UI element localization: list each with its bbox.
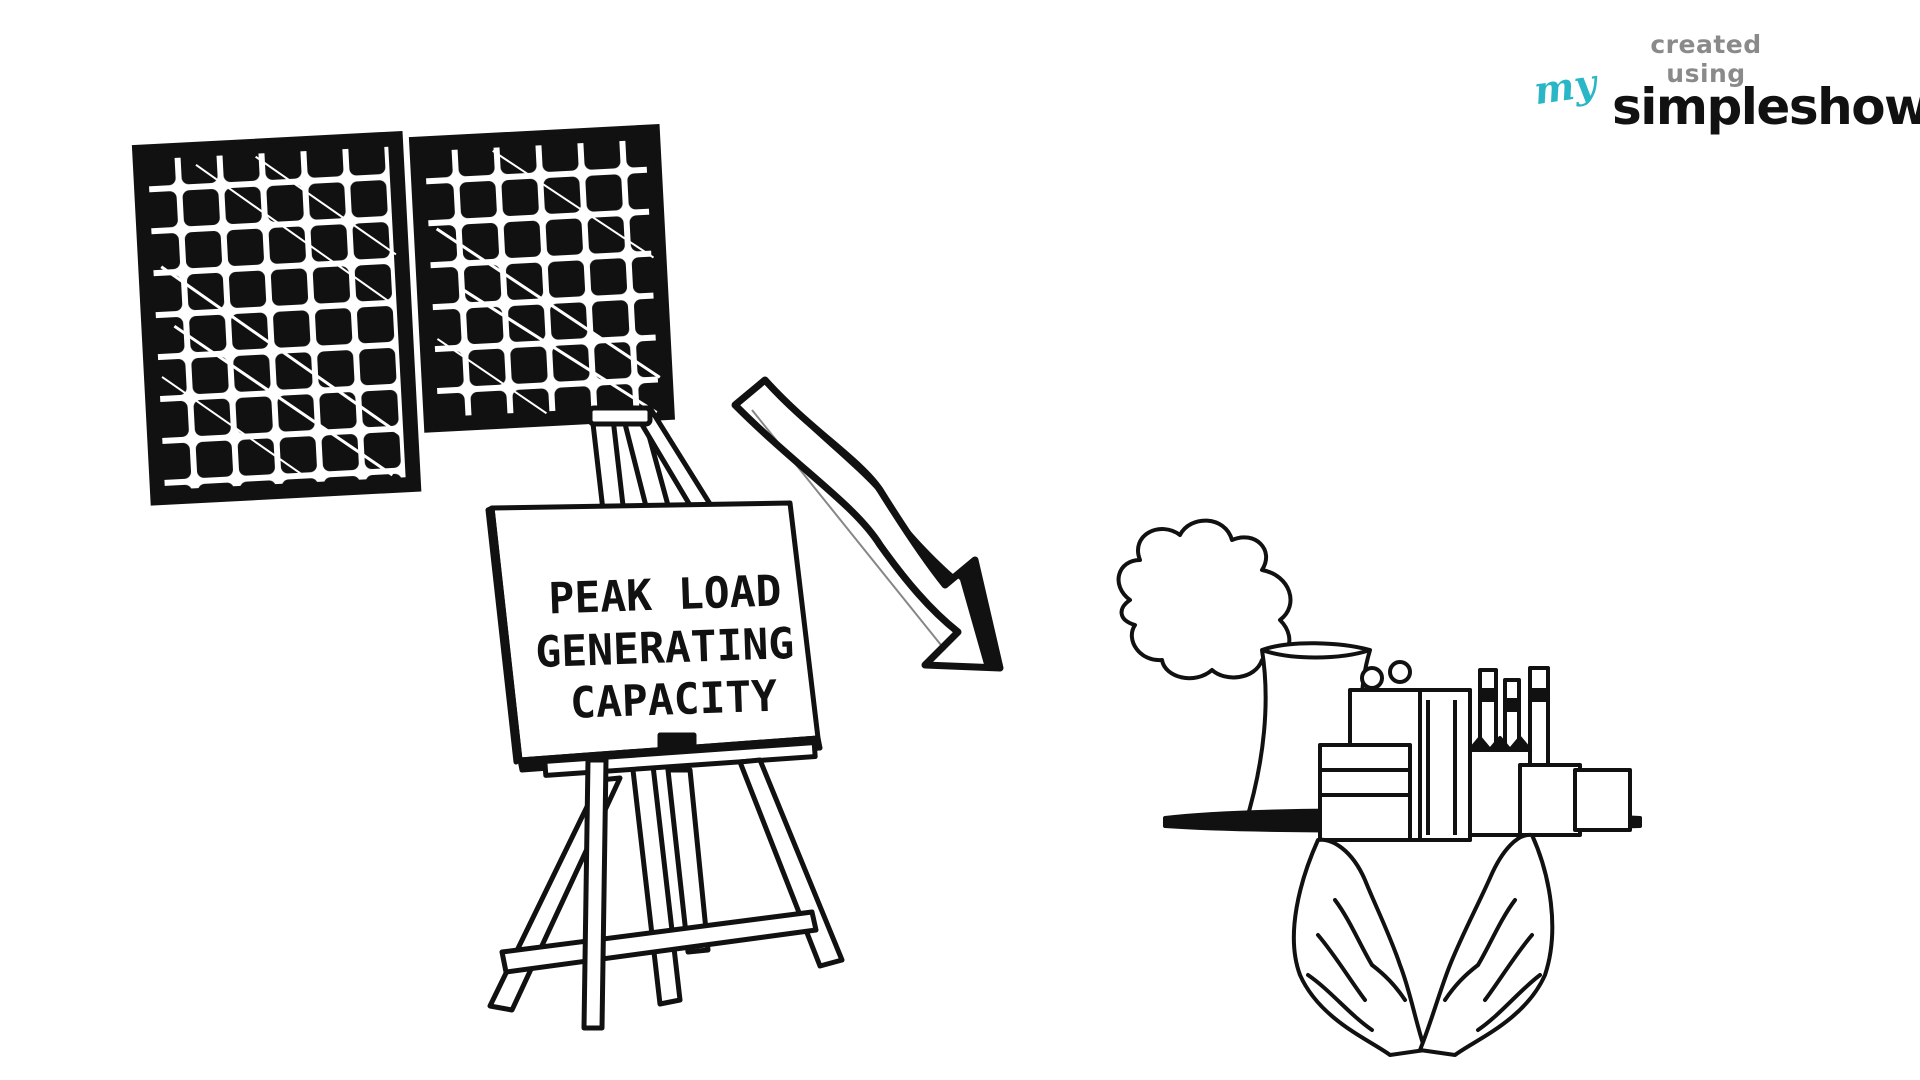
power-plant-icon — [1116, 518, 1642, 842]
sign-line-1: PEAK LOAD — [548, 566, 783, 624]
easel-icon — [485, 405, 845, 1031]
down-arrow-icon — [731, 376, 1004, 672]
watermark-brand-name: simpleshow — [1612, 78, 1920, 136]
hands-icon — [1291, 832, 1555, 1057]
sign-line-2: GENERATING — [535, 619, 795, 678]
solar-panel-icon — [131, 124, 675, 506]
sign-line-3: CAPACITY — [569, 672, 778, 729]
sign-text-group: PEAK LOAD GENERATING CAPACITY — [535, 566, 795, 729]
watermark-brand: simpleshow® — [1612, 78, 1920, 136]
watermark-created-using: created using — [1650, 30, 1762, 88]
watermark-my: my — [1531, 59, 1600, 114]
